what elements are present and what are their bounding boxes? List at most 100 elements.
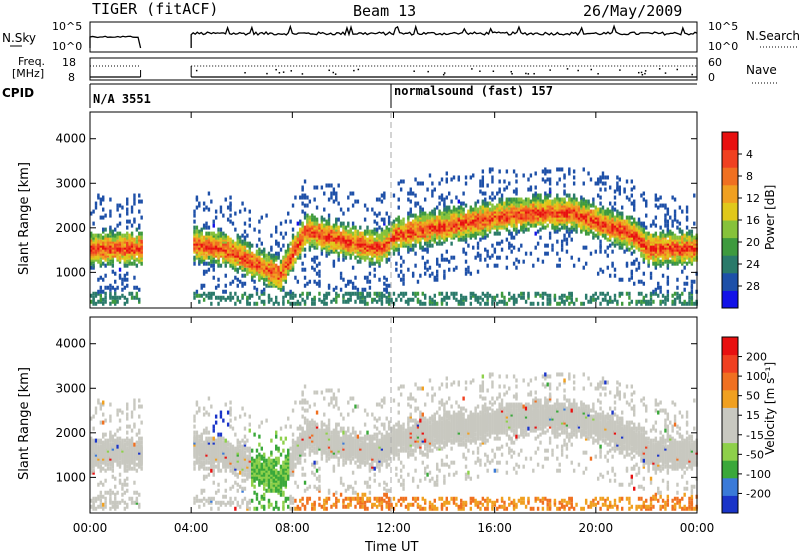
power-cell	[361, 299, 364, 304]
power-cell	[472, 291, 475, 296]
power-cell	[311, 225, 314, 230]
power-cell	[464, 239, 468, 244]
power-cell	[613, 235, 617, 240]
power-cell	[301, 297, 304, 302]
power-cell	[109, 295, 112, 300]
power-cell	[423, 271, 427, 276]
power-cell	[592, 219, 595, 224]
power-cell	[498, 197, 501, 202]
power-cell	[428, 243, 432, 248]
power-cell	[267, 251, 271, 256]
power-cell	[647, 235, 650, 240]
power-cell	[359, 255, 362, 260]
power-cell	[202, 241, 206, 246]
power-cell	[387, 215, 391, 220]
power-cell	[496, 215, 499, 220]
power-cell	[604, 297, 607, 302]
power-cell	[496, 213, 499, 218]
velocity-cell	[99, 502, 103, 507]
velocity-cell	[102, 442, 105, 447]
power-cell	[589, 295, 593, 300]
power-cell	[219, 239, 223, 244]
power-cell	[654, 287, 658, 292]
power-cell	[512, 295, 516, 300]
power-cell	[553, 221, 557, 226]
power-cell	[664, 213, 667, 218]
power-cell	[243, 235, 247, 240]
power-cell	[383, 293, 386, 298]
power-cell	[383, 221, 386, 226]
power-cell	[92, 255, 95, 260]
power-cell	[289, 293, 292, 298]
power-cell	[611, 215, 614, 220]
power-cell	[484, 203, 487, 208]
power-cell	[493, 247, 497, 252]
power-cell	[126, 235, 129, 240]
power-cell	[536, 213, 540, 218]
power-cell	[294, 247, 297, 252]
power-cell	[440, 193, 444, 198]
power-cell	[106, 243, 110, 248]
power-cell	[354, 247, 357, 252]
power-cell	[306, 233, 309, 238]
power-cell	[512, 205, 516, 210]
power-cell	[649, 247, 653, 252]
power-cell	[448, 267, 451, 272]
power-cell	[262, 273, 266, 278]
power-cell	[433, 215, 436, 220]
power-cell	[399, 241, 403, 246]
power-cell	[363, 229, 367, 234]
power-cell	[460, 221, 463, 226]
power-cell	[688, 259, 691, 264]
power-cell	[217, 261, 220, 266]
power-cell	[404, 231, 408, 236]
power-cell	[474, 219, 477, 224]
power-cell	[311, 239, 314, 244]
power-cell	[351, 265, 355, 270]
power-cell	[546, 293, 549, 298]
power-cell	[123, 277, 127, 282]
colorbar-tick-label: 24	[746, 258, 760, 271]
power-cell	[673, 233, 677, 238]
power-cell	[481, 297, 485, 302]
power-cell	[532, 219, 535, 224]
power-cell	[313, 279, 316, 284]
power-cell	[258, 295, 261, 300]
power-cell	[445, 237, 449, 242]
power-cell	[260, 269, 263, 274]
power-cell	[440, 217, 444, 222]
power-cell	[604, 233, 607, 238]
power-cell	[606, 265, 609, 270]
power-cell	[318, 239, 321, 244]
power-cell	[539, 227, 542, 232]
power-cell	[683, 257, 686, 262]
power-cell	[431, 221, 434, 226]
power-cell	[210, 231, 213, 236]
power-cell	[231, 241, 235, 246]
power-cell	[349, 239, 352, 244]
power-cell	[572, 181, 576, 186]
power-cell	[202, 255, 206, 260]
power-cell	[462, 295, 465, 300]
power-cell	[229, 251, 232, 256]
power-cell	[498, 223, 501, 228]
power-cell	[517, 219, 521, 224]
power-cell	[462, 191, 465, 196]
power-cell	[654, 247, 658, 252]
power-cell	[354, 249, 357, 254]
power-cell	[440, 225, 444, 230]
colorbar-tick-label: 4	[746, 148, 753, 161]
power-cell	[491, 197, 494, 202]
power-cell	[431, 301, 434, 306]
power-cell	[339, 249, 343, 254]
power-cell	[339, 235, 343, 240]
power-cell	[431, 223, 434, 228]
power-cell	[512, 197, 516, 202]
power-cell	[214, 251, 218, 256]
velocity-cell	[121, 448, 124, 453]
velocity-cell	[90, 470, 93, 475]
velocity-cell	[111, 454, 115, 459]
power-cell	[210, 259, 213, 264]
power-cell	[577, 209, 581, 214]
power-cell	[265, 269, 268, 274]
